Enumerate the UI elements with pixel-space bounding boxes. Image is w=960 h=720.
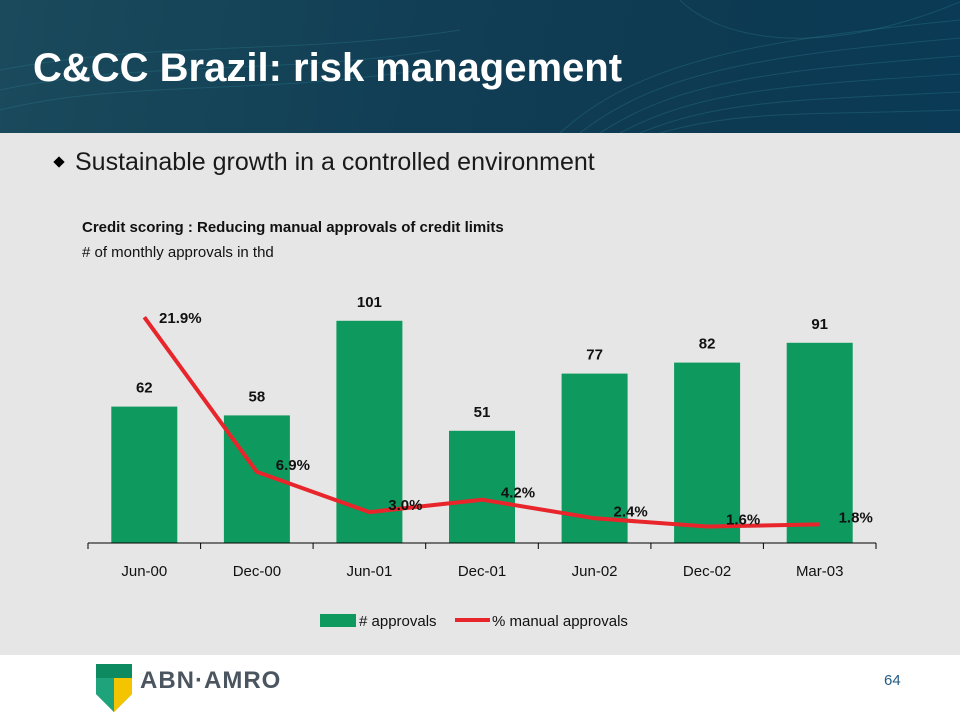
bar-value-label: 51: [474, 404, 491, 421]
bullet-item: Sustainable growth in a controlled envir…: [53, 148, 595, 177]
manual-approvals-line: [142, 316, 820, 529]
legend-label-approvals: # approvals: [359, 613, 437, 630]
logo-text: ABN·AMRO: [140, 667, 282, 694]
legend-label-manual: % manual approvals: [492, 613, 628, 630]
abn-amro-shield-icon: [96, 664, 132, 712]
bar-Dec-02: [674, 362, 741, 543]
bar-value-label: 58: [249, 388, 266, 405]
bar-value-label: 77: [586, 347, 603, 364]
slide-title: C&CC Brazil: risk management: [33, 46, 623, 90]
header-wave-pattern: [0, 0, 960, 133]
bar-Dec-01: [449, 430, 515, 543]
x-tick-label: Jun-02: [572, 563, 618, 580]
chart-subtitle: # of monthly approvals in thd: [82, 244, 274, 261]
line-value-label: 4.2%: [501, 485, 535, 502]
bar-value-label: 62: [136, 380, 153, 397]
x-tick-label: Dec-02: [683, 563, 731, 580]
chart-title: Credit scoring : Reducing manual approva…: [82, 219, 504, 236]
bar-value-label: 91: [811, 316, 828, 333]
bar-value-label: 101: [357, 294, 382, 311]
bar-value-label: 82: [699, 336, 716, 353]
x-tick-label: Jun-01: [346, 563, 392, 580]
line-value-label: 1.8%: [839, 509, 873, 526]
footer: [0, 655, 960, 720]
x-tick-label: Dec-01: [458, 563, 506, 580]
bar-Mar-03: [786, 342, 853, 543]
page-number: 64: [884, 672, 901, 689]
line-value-label: 2.4%: [613, 503, 647, 520]
x-tick-label: Jun-00: [121, 563, 167, 580]
bullet-text: Sustainable growth in a controlled envir…: [75, 148, 595, 176]
legend-swatch-approvals: [320, 614, 356, 627]
bar-Jun-00: [111, 406, 178, 543]
x-tick-label: Dec-00: [233, 563, 281, 580]
line-value-label: 3.0%: [388, 497, 422, 514]
x-tick-label: Mar-03: [796, 563, 844, 580]
header-banner: C&CC Brazil: risk management: [0, 0, 960, 133]
line-value-label: 6.9%: [276, 457, 310, 474]
line-value-label: 21.9%: [159, 310, 202, 327]
line-value-label: 1.6%: [726, 512, 760, 529]
